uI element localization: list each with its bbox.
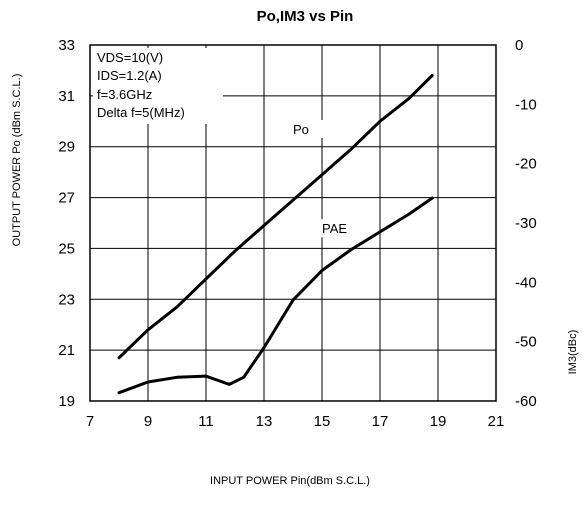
y2-axis-label: IM3(dBc)	[567, 330, 579, 375]
y-tick-label: 25	[58, 240, 75, 257]
y-tick-label: 23	[58, 291, 75, 308]
series-lines	[117, 74, 434, 395]
y2-tick-label: -20	[515, 156, 537, 173]
series-line-po	[117, 74, 434, 360]
annotation-delta-f: Delta f=5(MHz)	[97, 105, 185, 120]
x-tick-label: 13	[256, 413, 273, 430]
y-axis-label: OUTPUT POWER Po (dBm S.C.L.)	[11, 74, 23, 247]
annotation-ids: IDS=1.2(A)	[97, 68, 162, 83]
x-tick-label: 9	[144, 413, 152, 430]
y2-tick-label: -40	[515, 274, 537, 291]
series-labels: Po PAE	[289, 120, 358, 238]
x-tick-labels: 7 9 11 13 15 17 19 21	[86, 413, 505, 430]
x-tick-label: 21	[488, 413, 505, 430]
annotation-vds: VDS=10(V)	[97, 50, 163, 65]
y-tick-label: 29	[58, 139, 75, 156]
chart-title: Po,IM3 vs Pin	[257, 8, 354, 25]
y2-tick-label: -10	[515, 96, 537, 113]
y-tick-labels: 19 21 23 25 27 29 31 33	[58, 37, 75, 410]
plot-frame	[89, 44, 497, 402]
y2-tick-label: 0	[515, 37, 523, 54]
y-tick-label: 33	[58, 37, 75, 54]
series-label-pae: PAE	[322, 221, 347, 236]
x-tick-label: 17	[372, 413, 389, 430]
series-line-pae	[117, 196, 434, 395]
series-label-po: Po	[293, 122, 309, 137]
annotation-frequency: f=3.6GHz	[97, 87, 152, 102]
annotation-background	[93, 48, 223, 124]
y-tick-label: 27	[58, 190, 75, 207]
y-tick-label: 31	[58, 88, 75, 105]
x-tick-label: 15	[314, 413, 331, 430]
annotation-block: VDS=10(V) IDS=1.2(A) f=3.6GHz Delta f=5(…	[97, 50, 185, 120]
y2-tick-label: -30	[515, 215, 537, 232]
series-label-bg	[318, 219, 358, 238]
series-label-bg	[289, 120, 323, 138]
x-tick-label: 19	[430, 413, 447, 430]
y2-tick-label: -60	[515, 393, 537, 410]
x-axis-label: INPUT POWER Pin(dBm S.C.L.)	[210, 475, 370, 487]
y2-tick-label: -50	[515, 334, 537, 351]
y-tick-label: 21	[58, 342, 75, 359]
y-tick-label: 19	[58, 393, 75, 410]
x-tick-label: 11	[198, 413, 214, 430]
y2-tick-labels: -60 -50 -40 -30 -20 -10 0	[515, 37, 537, 410]
x-tick-label: 7	[86, 413, 94, 430]
